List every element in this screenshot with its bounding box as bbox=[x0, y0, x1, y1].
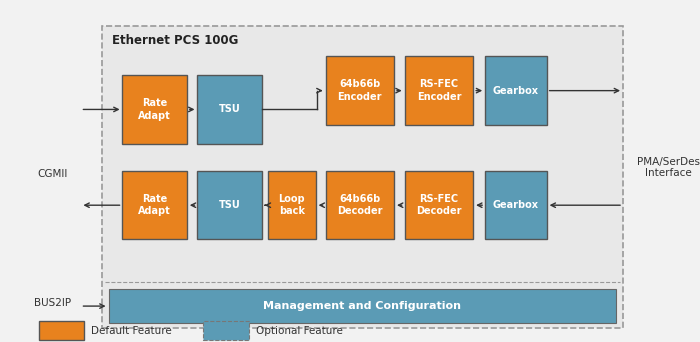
Bar bbox=[268, 171, 316, 239]
Bar bbox=[203, 321, 248, 340]
Text: Ethernet PCS 100G: Ethernet PCS 100G bbox=[112, 34, 239, 47]
Text: RS-FEC
Decoder: RS-FEC Decoder bbox=[416, 194, 462, 216]
Bar bbox=[102, 26, 623, 328]
Bar bbox=[326, 56, 394, 125]
Bar bbox=[38, 321, 84, 340]
Bar bbox=[197, 171, 262, 239]
Bar bbox=[405, 171, 473, 239]
Bar bbox=[197, 75, 262, 144]
Bar bbox=[405, 56, 473, 125]
Text: 64b66b
Decoder: 64b66b Decoder bbox=[337, 194, 382, 216]
Text: PMA/SerDes
Interface: PMA/SerDes Interface bbox=[637, 157, 700, 179]
Text: Loop
back: Loop back bbox=[279, 194, 305, 216]
Bar bbox=[326, 171, 394, 239]
Text: CGMII: CGMII bbox=[37, 169, 68, 180]
Text: Gearbox: Gearbox bbox=[493, 200, 539, 210]
Text: Gearbox: Gearbox bbox=[493, 86, 539, 96]
Text: 64b66b
Encoder: 64b66b Encoder bbox=[337, 79, 382, 102]
Text: Optional Feature: Optional Feature bbox=[256, 326, 342, 336]
Text: Rate
Adapt: Rate Adapt bbox=[139, 194, 171, 216]
Bar bbox=[122, 171, 187, 239]
Text: TSU: TSU bbox=[218, 104, 241, 115]
Text: BUS2IP: BUS2IP bbox=[34, 298, 71, 308]
Text: Management and Configuration: Management and Configuration bbox=[263, 301, 461, 311]
Text: Default Feature: Default Feature bbox=[91, 326, 172, 336]
Text: RS-FEC
Encoder: RS-FEC Encoder bbox=[416, 79, 461, 102]
Bar bbox=[485, 56, 547, 125]
Bar bbox=[108, 289, 616, 323]
Text: Rate
Adapt: Rate Adapt bbox=[139, 98, 171, 121]
Text: TSU: TSU bbox=[218, 200, 241, 210]
Bar bbox=[122, 75, 187, 144]
Bar bbox=[485, 171, 547, 239]
